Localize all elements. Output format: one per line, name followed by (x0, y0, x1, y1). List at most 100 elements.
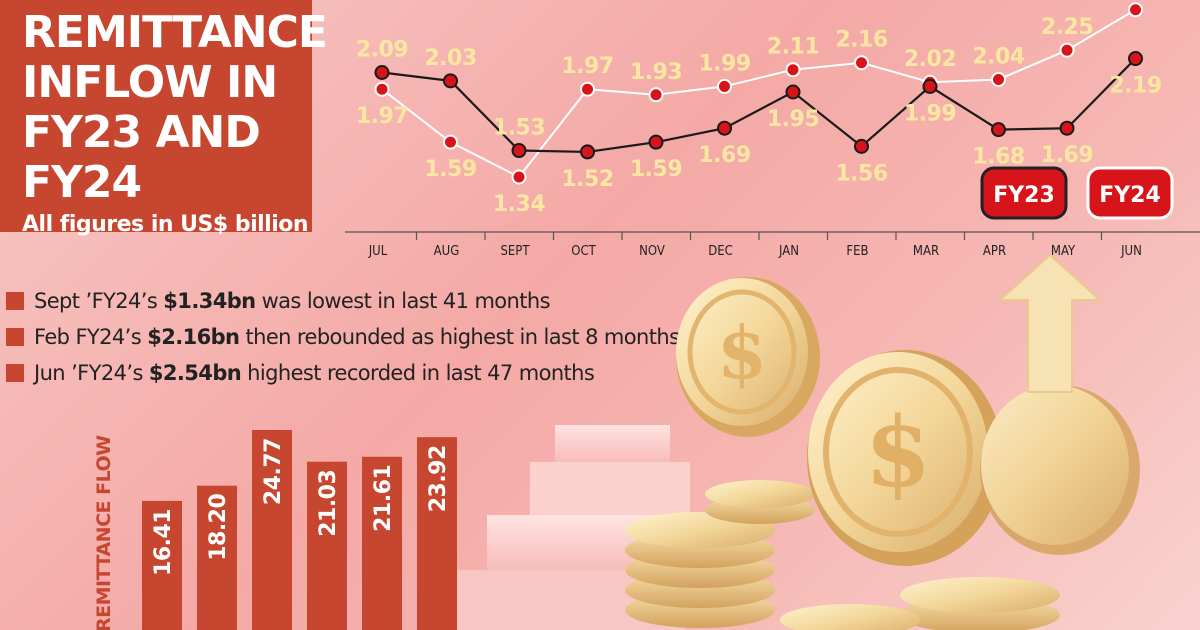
x-tick-label: SEPT (500, 244, 530, 259)
title-line-2: INFLOW IN (22, 57, 278, 108)
data-label-fy23: 2.09 (356, 37, 408, 62)
dollar-coin-icon: $ (807, 350, 1003, 566)
bar-value-label: 18.20 (206, 494, 231, 561)
data-point-fy24 (1128, 2, 1143, 18)
data-label-fy24: 2.02 (904, 47, 956, 72)
data-point-fy23 (443, 73, 458, 89)
legend-fy23-swatch (980, 166, 1068, 220)
bullet-text: Feb FY24’s $2.16bn then rebounded as hig… (34, 325, 680, 349)
data-label-fy24: 1.99 (698, 51, 750, 76)
bullet-item: Sept ’FY24’s $1.34bn was lowest in last … (6, 283, 679, 319)
bullet-text: Sept ’FY24’s $1.34bn was lowest in last … (34, 289, 551, 313)
title-box: REMITTANCE INFLOW IN FY23 AND FY24 All f… (0, 0, 328, 237)
data-point-fy23 (1128, 51, 1143, 67)
data-label-fy24: 1.93 (630, 60, 682, 85)
data-point-fy24 (511, 169, 527, 185)
legend-fy24-swatch (1086, 166, 1174, 220)
data-point-fy23 (854, 138, 869, 154)
data-point-fy23 (1059, 120, 1075, 136)
data-label-fy23: 1.68 (972, 145, 1024, 170)
data-point-fy24 (443, 134, 458, 150)
series-line-fy23 (381, 57, 1137, 154)
data-point-fy24 (648, 87, 664, 103)
data-point-fy23 (648, 134, 664, 150)
coin-stack-right (780, 577, 1060, 630)
bar (252, 430, 292, 630)
data-point-fy23 (785, 84, 801, 100)
title-line-3: FY23 AND FY24 (22, 107, 261, 208)
legend-fy24-label: FY24 (1099, 183, 1161, 208)
bar-value-label: 21.61 (371, 465, 396, 532)
bar-value-label: 16.41 (151, 509, 176, 576)
data-label-fy23: 1.69 (1041, 143, 1093, 168)
data-label-fy24: 2.04 (972, 44, 1024, 69)
bullet-square-icon (6, 364, 24, 382)
data-point-fy23 (374, 64, 390, 80)
bullet-item: Feb FY24’s $2.16bn then rebounded as hig… (6, 319, 680, 355)
bar-value-label: 21.03 (316, 470, 341, 537)
subtitle: All figures in US$ billion (22, 212, 309, 237)
bullet-square-icon (6, 328, 24, 346)
data-label-fy24: 1.59 (424, 157, 476, 182)
data-label-fy23: 2.19 (1109, 74, 1161, 99)
title-line-1: REMITTANCE (22, 7, 328, 58)
data-label-fy23: 1.69 (698, 143, 750, 168)
data-point-fy23 (991, 122, 1006, 138)
bar-value-label: 23.92 (426, 445, 451, 512)
data-point-fy23 (511, 143, 527, 159)
data-point-fy24 (991, 71, 1006, 87)
coin-stack-left (625, 480, 815, 628)
bar (142, 500, 182, 630)
x-tick-label: APR (983, 244, 1006, 259)
x-tick-label: AUG (434, 244, 460, 259)
data-label-fy24: 1.97 (356, 104, 408, 129)
bar (307, 461, 347, 630)
bar (197, 485, 237, 630)
bullet-text: Jun ’FY24’s $2.54bn highest recorded in … (34, 361, 595, 385)
dollar-coin-icon (980, 385, 1140, 555)
data-point-fy24 (1059, 42, 1075, 58)
data-label-fy24: 2.25 (1041, 15, 1093, 40)
up-arrow-icon (997, 253, 1103, 393)
dollar-coin-icon: $ (676, 277, 820, 437)
data-point-fy24 (717, 78, 732, 94)
bar (362, 456, 402, 630)
x-tick-label: MAR (913, 244, 939, 259)
x-tick-label: OCT (571, 244, 596, 259)
data-label-fy24: 2.16 (835, 28, 887, 53)
data-label-fy23: 1.99 (904, 101, 956, 126)
data-point-fy24 (580, 81, 595, 97)
data-label-fy24: 1.34 (493, 192, 545, 217)
data-label-fy23: 1.59 (630, 157, 682, 182)
data-label-fy23: 1.56 (835, 161, 887, 186)
x-tick-label: NOV (639, 244, 665, 259)
x-tick-label: DEC (708, 244, 733, 259)
data-point-fy24 (854, 55, 869, 71)
x-tick-label: FEB (846, 244, 868, 259)
legend-fy23-label: FY23 (993, 183, 1055, 208)
x-tick-label: JUL (368, 244, 388, 259)
svg-text:$: $ (717, 310, 767, 395)
bar-axis-label: REMITTANCE FLOW (93, 435, 115, 630)
data-label-fy24: 2.11 (767, 35, 819, 60)
monthly-line-chart: JUL AUG SEPT OCT NOV DEC JAN FEB MAR APR MAY JUN 2.0… (345, 2, 1200, 259)
data-label-fy23: 2.03 (424, 46, 476, 71)
svg-text:$: $ (865, 396, 932, 509)
data-label-fy23: 1.53 (493, 116, 545, 141)
bar-value-label: 24.77 (261, 438, 286, 505)
data-label-fy24: 1.97 (561, 54, 613, 79)
data-point-fy24 (785, 62, 801, 78)
data-point-fy23 (580, 144, 595, 160)
series-line-fy24 (381, 8, 1137, 179)
bullet-item: Jun ’FY24’s $2.54bn highest recorded in … (6, 355, 679, 391)
bullet-square-icon (6, 292, 24, 310)
data-point-fy23 (717, 120, 732, 136)
bullet-list: Sept ’FY24’s $1.34bn was lowest in last … (6, 283, 680, 391)
data-point-fy24 (374, 81, 390, 97)
bar (417, 437, 457, 630)
data-point-fy23 (922, 78, 938, 94)
x-tick-label: MAY (1051, 244, 1076, 259)
data-label-fy23: 1.95 (767, 107, 819, 132)
